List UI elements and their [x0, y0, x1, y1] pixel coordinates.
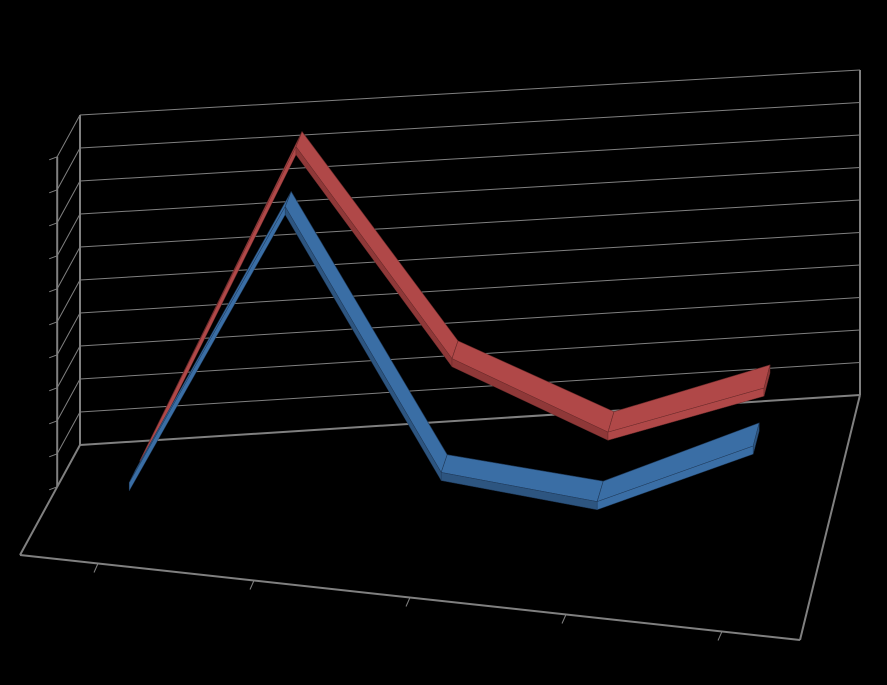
axes [20, 70, 860, 641]
chart-canvas [0, 0, 887, 685]
ribbons [129, 132, 770, 510]
gridlines [49, 70, 860, 490]
chart-3d-ribbon [0, 0, 887, 685]
